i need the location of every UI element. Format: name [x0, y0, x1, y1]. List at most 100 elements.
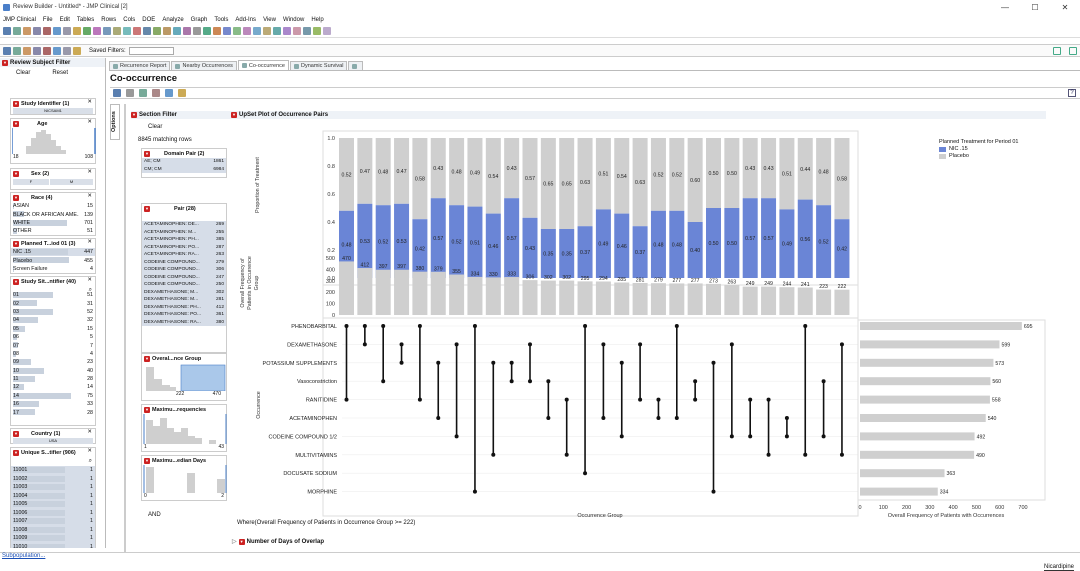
site-row[interactable]: 05 15 — [11, 325, 95, 333]
toolbar-tool-14-icon[interactable] — [143, 27, 151, 35]
site-row[interactable]: 06 5 — [11, 333, 95, 341]
toolbar-tool-9-icon[interactable] — [93, 27, 101, 35]
disclosure-icon[interactable]: ▼ — [13, 449, 19, 456]
domain-row[interactable]: AE; CM 1861 — [142, 158, 226, 166]
tab-recurrence-report[interactable]: Recurrence Report — [109, 61, 171, 70]
toolbar-tool-22-icon[interactable] — [223, 27, 231, 35]
toolbar-tool-0-icon[interactable] — [3, 27, 11, 35]
menu-analyze[interactable]: Analyze — [162, 16, 184, 23]
sex-f[interactable]: F — [29, 179, 33, 184]
toolbar-tool-31-icon[interactable] — [313, 27, 321, 35]
unique-row[interactable]: 11008 1 — [11, 525, 95, 534]
unique-row[interactable]: 11007 1 — [11, 517, 95, 526]
site-row[interactable]: 16 33 — [11, 400, 95, 408]
toolbar-tool-24-icon[interactable] — [243, 27, 251, 35]
disclosure-icon[interactable]: ▼ — [13, 100, 19, 107]
report-icon[interactable] — [3, 46, 11, 55]
site-row[interactable]: 04 32 — [11, 316, 95, 324]
site-row[interactable]: 11 28 — [11, 375, 95, 383]
data-icon[interactable] — [113, 89, 121, 97]
disclosure-icon[interactable]: ▼ — [144, 205, 150, 212]
saved-filters-dropdown[interactable] — [128, 46, 174, 55]
toolbar-tool-3-icon[interactable] — [33, 27, 41, 35]
disclosure-icon[interactable]: ▼ — [231, 112, 237, 118]
pair-row[interactable]: DEXAMETHASONE: PO... 361 — [142, 311, 226, 319]
unique-row[interactable]: 11003 1 — [11, 483, 95, 492]
chart-icon[interactable] — [139, 89, 147, 97]
toolbar-tool-21-icon[interactable] — [213, 27, 221, 35]
menu-cols[interactable]: Cols — [123, 16, 136, 23]
disclosure-icon[interactable]: ▼ — [13, 430, 19, 437]
site-row[interactable]: 10 40 — [11, 367, 95, 375]
site-row[interactable]: 08 4 — [11, 350, 95, 358]
menu-tables[interactable]: Tables — [76, 16, 95, 23]
toolbar-tool-6-icon[interactable] — [63, 27, 71, 35]
pair-row[interactable]: DEXAMETHASONE: PH... 412 — [142, 303, 226, 311]
race-row[interactable]: ASIAN 15 — [11, 202, 95, 210]
reset-button[interactable]: Reset — [52, 70, 69, 76]
toolbar-tool-1-icon[interactable] — [13, 27, 21, 35]
disclosure-icon[interactable]: ▼ — [13, 278, 19, 285]
study-id-value[interactable]: NICSAM1 — [13, 108, 93, 114]
toolbar-tool-10-icon[interactable] — [103, 27, 111, 35]
menu-tools[interactable]: Tools — [214, 16, 229, 23]
tab-nearby-occurrences[interactable]: Nearby Occurrences — [171, 61, 237, 70]
site-row[interactable]: 12 14 — [11, 383, 95, 391]
site-row[interactable]: 02 31 — [11, 299, 95, 307]
close-icon[interactable]: ✕ — [87, 448, 92, 454]
pair-row[interactable]: DEXAMETHASONE: M... 281 — [142, 296, 226, 304]
minimize-button[interactable]: — — [1001, 2, 1009, 12]
toolbar-tool-13-icon[interactable] — [133, 27, 141, 35]
toolbar-tool-26-icon[interactable] — [263, 27, 271, 35]
toolbar-tool-5-icon[interactable] — [53, 27, 61, 35]
toolbar-tool-4-icon[interactable] — [43, 27, 51, 35]
table-icon[interactable] — [13, 46, 21, 55]
maximize-button[interactable]: ☐ — [1031, 2, 1039, 12]
unique-row[interactable]: 11002 1 — [11, 474, 95, 483]
close-icon[interactable]: ✕ — [87, 99, 92, 105]
pair-row[interactable]: CODEINE COMPOUND... 247 — [142, 273, 226, 281]
pair-row[interactable]: DEXAMETHASONE; M... 302 — [142, 288, 226, 296]
planned-row[interactable]: NIC .15 447 — [11, 248, 95, 257]
close-icon[interactable]: ✕ — [87, 429, 92, 435]
pair-row[interactable]: ACETAMINOPHEN: RA... 263 — [142, 251, 226, 259]
toolbar-tool-30-icon[interactable] — [303, 27, 311, 35]
close-icon[interactable]: ✕ — [87, 277, 92, 283]
pair-row[interactable]: CODEINE COMPOUND... 279 — [142, 258, 226, 266]
search-icon[interactable]: ⌕ — [88, 287, 92, 293]
nicardipine-label[interactable]: Nicardipine — [1043, 564, 1074, 571]
unique-row[interactable]: 11005 1 — [11, 500, 95, 509]
search-icon[interactable]: ⌕ — [88, 458, 92, 464]
site-row[interactable]: 01 51 — [11, 291, 95, 299]
upset-plot-header[interactable]: ▼ UpSet Plot of Occurrence Pairs — [231, 111, 1046, 119]
max-days-histogram[interactable] — [143, 465, 227, 493]
site-row[interactable]: 09 23 — [11, 358, 95, 366]
folder-icon[interactable] — [23, 46, 31, 55]
toolbar-tool-25-icon[interactable] — [253, 27, 261, 35]
toolbar-tool-15-icon[interactable] — [153, 27, 161, 35]
toolbar-tool-17-icon[interactable] — [173, 27, 181, 35]
menu-jmp-clinical[interactable]: JMP Clinical — [3, 16, 36, 23]
unique-row[interactable]: 11006 1 — [11, 508, 95, 517]
pair-row[interactable]: ACETAMINOPHEN: PO... 287 — [142, 243, 226, 251]
disclosure-icon[interactable]: ▼ — [144, 457, 150, 464]
close-icon[interactable]: ✕ — [87, 119, 92, 125]
tab-co-occurrence[interactable]: Co-occurrence — [237, 60, 289, 70]
menu-view[interactable]: View — [263, 16, 276, 23]
toolbar-tool-28-icon[interactable] — [283, 27, 291, 35]
menu-window[interactable]: Window — [282, 16, 305, 23]
toolbar-tool-20-icon[interactable] — [203, 27, 211, 35]
site-row[interactable]: 07 7 — [11, 341, 95, 349]
disclosure-icon[interactable]: ▼ — [144, 355, 150, 362]
site-row[interactable]: 03 52 — [11, 308, 95, 316]
disclosure-icon[interactable]: ▼ — [238, 538, 245, 545]
export-icon[interactable] — [1053, 47, 1061, 55]
clear-button[interactable]: Clear — [16, 70, 31, 76]
unique-row[interactable]: 11009 1 — [11, 534, 95, 543]
toolbar-tool-7-icon[interactable] — [73, 27, 81, 35]
close-icon[interactable]: ✕ — [87, 239, 92, 245]
menu-file[interactable]: File — [42, 16, 53, 23]
planned-row[interactable]: Screen Failure 4 — [11, 265, 95, 273]
expand-icon[interactable] — [1069, 47, 1077, 55]
subset-icon[interactable] — [152, 89, 160, 97]
